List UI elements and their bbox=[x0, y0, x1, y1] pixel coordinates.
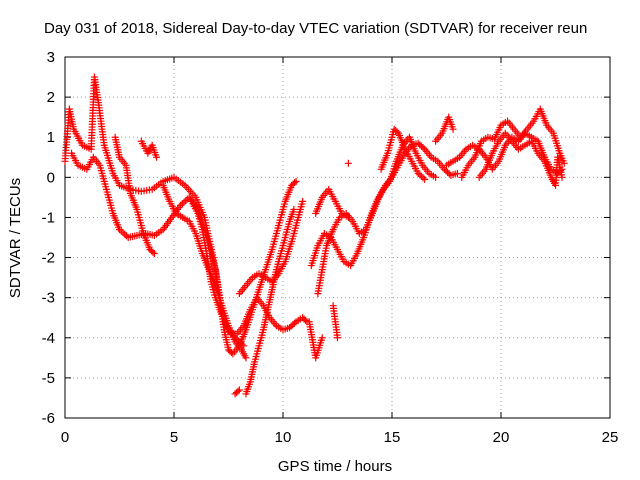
plot-frame bbox=[64, 56, 611, 419]
data-point bbox=[417, 142, 425, 150]
data-point bbox=[119, 229, 127, 237]
data-point bbox=[234, 387, 242, 395]
axis-ticks bbox=[64, 56, 611, 419]
y-tick-label: -1 bbox=[42, 209, 55, 226]
data-point bbox=[150, 250, 158, 258]
y-tick-label: -2 bbox=[42, 250, 55, 267]
data-point bbox=[289, 321, 297, 329]
data-point bbox=[227, 348, 235, 356]
data-point bbox=[417, 172, 425, 180]
chart-title: Day 031 of 2018, Sidereal Day-to-day VTE… bbox=[44, 20, 587, 37]
data-point bbox=[344, 159, 352, 167]
y-tick-label: -3 bbox=[42, 290, 55, 307]
data-point bbox=[419, 174, 427, 182]
data-point bbox=[240, 342, 248, 350]
data-point bbox=[344, 213, 352, 221]
data-point bbox=[560, 159, 568, 167]
data-point bbox=[414, 139, 422, 147]
data-point bbox=[287, 322, 295, 330]
x-tick-label: 20 bbox=[493, 429, 510, 446]
data-point bbox=[149, 248, 157, 256]
data-point bbox=[178, 200, 186, 208]
data-point bbox=[182, 197, 190, 205]
x-axis-label: GPS time / hours bbox=[278, 458, 392, 475]
y-tick-label: -6 bbox=[42, 410, 55, 427]
x-tick-label: 5 bbox=[170, 429, 178, 446]
data-point bbox=[421, 175, 429, 183]
data-point bbox=[235, 386, 243, 394]
data-point bbox=[122, 232, 130, 240]
data-point bbox=[292, 177, 300, 185]
x-tick-label: 25 bbox=[602, 429, 619, 446]
data-point bbox=[242, 354, 250, 362]
data-point bbox=[445, 170, 453, 178]
y-tick-label: 1 bbox=[47, 129, 55, 146]
data-point bbox=[432, 173, 440, 181]
y-tick-labels: -6 -5 -4 -3 -2 -1 0 1 2 3 bbox=[42, 49, 55, 427]
data-point bbox=[334, 334, 341, 342]
data-point bbox=[153, 153, 161, 161]
data-point bbox=[453, 169, 461, 177]
data-point bbox=[180, 198, 188, 206]
data-point bbox=[558, 173, 566, 181]
data-point bbox=[302, 316, 310, 324]
y-tick-label: 3 bbox=[47, 49, 55, 66]
data-point bbox=[419, 144, 427, 152]
data-point bbox=[286, 324, 294, 332]
x-tick-label: 0 bbox=[61, 429, 69, 446]
data-point bbox=[414, 169, 422, 177]
data-point bbox=[291, 179, 299, 187]
y-tick-label: 0 bbox=[47, 169, 55, 186]
y-tick-label: -5 bbox=[42, 370, 55, 387]
data-point bbox=[416, 141, 424, 149]
data-point bbox=[416, 171, 424, 179]
data-point bbox=[393, 128, 401, 136]
x-tick-label: 10 bbox=[275, 429, 292, 446]
data-point bbox=[444, 168, 452, 176]
x-tick-labels: 0 5 10 15 20 25 bbox=[61, 429, 619, 446]
data-point bbox=[299, 197, 307, 205]
y-tick-label: 2 bbox=[47, 89, 55, 106]
x-tick-label: 15 bbox=[384, 429, 401, 446]
data-point bbox=[290, 205, 298, 213]
data-point bbox=[440, 165, 448, 173]
data-points bbox=[61, 73, 568, 398]
data-point bbox=[290, 319, 298, 327]
y-axis-label: SDTVAR / TECUs bbox=[7, 178, 24, 298]
y-tick-label: -4 bbox=[42, 330, 55, 347]
data-point bbox=[318, 334, 326, 342]
data-point bbox=[449, 125, 457, 133]
